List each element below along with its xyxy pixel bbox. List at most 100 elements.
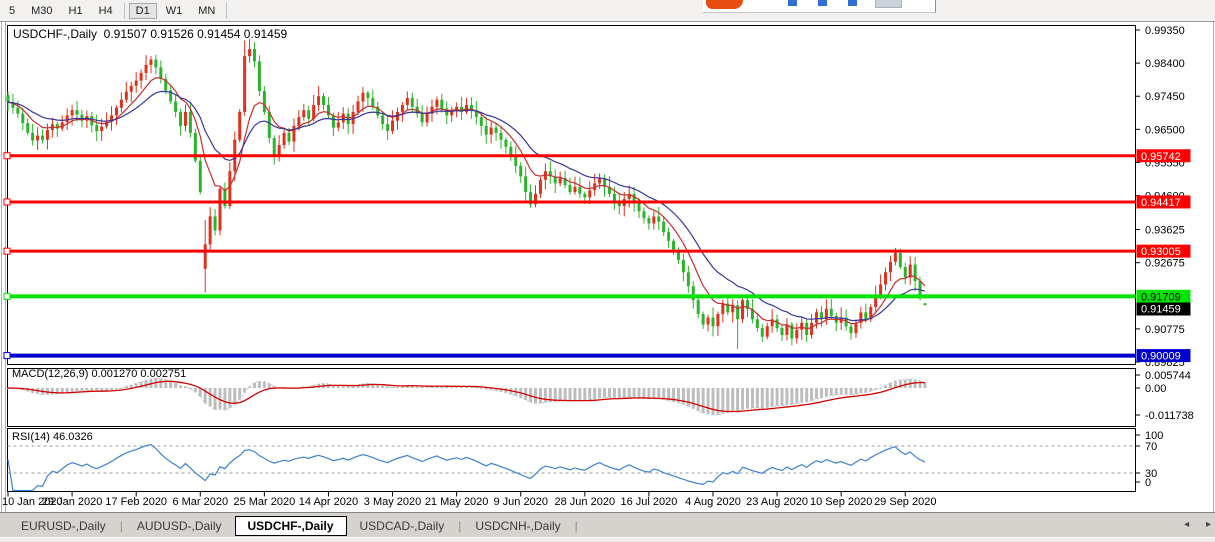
price-axis-tick-label: 0.92675: [1145, 258, 1185, 270]
current-price-label-text: 0.91459: [1141, 304, 1181, 316]
macd-histogram-bar: [672, 388, 676, 402]
macd-histogram-bar: [534, 388, 538, 404]
candlestick: [356, 101, 360, 112]
candlestick: [534, 193, 538, 205]
candlestick: [144, 64, 148, 73]
tab-usdcad[interactable]: USDCAD-,Daily: [359, 519, 445, 533]
candlestick: [208, 216, 212, 245]
macd-panel[interactable]: [7, 368, 1136, 427]
chart-ohlc-values: 0.91507 0.91526 0.91454 0.91459: [103, 27, 288, 41]
candlestick: [538, 179, 542, 194]
candlestick: [460, 106, 464, 112]
candlestick: [183, 111, 187, 126]
macd-histogram-bar: [543, 388, 547, 403]
candlestick: [923, 303, 927, 306]
timeframe-button-m30[interactable]: M30: [31, 4, 53, 17]
macd-histogram-bar: [55, 388, 59, 394]
macd-histogram-bar: [805, 388, 809, 402]
candlestick: [672, 240, 676, 250]
candlestick: [223, 188, 227, 207]
candlestick: [859, 312, 863, 323]
macd-histogram-bar: [105, 388, 109, 391]
candlestick: [440, 99, 444, 109]
macd-histogram-bar: [696, 388, 700, 411]
candlestick: [529, 192, 533, 205]
level-price-label-text: 0.91709: [1141, 291, 1181, 303]
macd-histogram-bar: [257, 381, 261, 388]
symbol-tab-strip: EURUSD-,Daily | AUDUSD-,Daily USDCHF-,Daily…: [0, 512, 1215, 537]
macd-histogram-bar: [652, 388, 656, 399]
level-line-handle[interactable]: [3, 198, 11, 206]
level-line-handle[interactable]: [3, 247, 11, 255]
macd-histogram-bar: [603, 388, 607, 398]
timeframe-button-h4[interactable]: H4: [98, 4, 113, 17]
candlestick: [726, 303, 730, 313]
tab-audusd[interactable]: AUDUSD-,Daily: [136, 519, 222, 533]
macd-histogram-bar: [208, 388, 212, 407]
macd-histogram-bar: [849, 388, 853, 395]
macd-histogram-bar: [460, 386, 464, 388]
macd-histogram-bar: [100, 388, 104, 391]
macd-histogram-bar: [573, 388, 577, 401]
macd-histogram-bar: [499, 388, 503, 392]
candlestick: [716, 314, 720, 327]
level-line-handle[interactable]: [3, 352, 11, 360]
macd-histogram-bar: [765, 388, 769, 408]
macd-histogram-bar: [248, 386, 252, 388]
candlestick: [637, 202, 641, 212]
timeframe-button-h1[interactable]: H1: [68, 4, 83, 17]
candlestick: [282, 132, 286, 146]
candlestick: [16, 107, 20, 114]
macd-histogram-bar: [667, 388, 671, 401]
tab-scroll-right-icon[interactable]: ▸: [1205, 519, 1211, 530]
level-line-handle[interactable]: [3, 152, 11, 160]
background-icon-fragment: [818, 0, 827, 6]
candlestick: [548, 171, 552, 177]
timeframe-button-d1[interactable]: D1: [128, 2, 157, 19]
macd-histogram-bar: [193, 388, 197, 393]
tab-eurusd[interactable]: EURUSD-,Daily: [21, 519, 106, 533]
macd-histogram-bar: [371, 383, 375, 388]
macd-histogram-bar: [381, 385, 385, 388]
macd-histogram-bar: [484, 388, 488, 390]
level-line-handle[interactable]: [3, 292, 11, 300]
macd-histogram-bar: [558, 388, 562, 402]
candlestick: [824, 308, 828, 320]
price-axis-tick-label: 0.98400: [1145, 58, 1185, 70]
macd-histogram-bar: [65, 388, 69, 393]
tab-separator: |: [458, 519, 462, 533]
rsi-panel[interactable]: [7, 428, 1136, 492]
candlestick: [174, 101, 178, 112]
candlestick: [676, 249, 680, 261]
tab-scroll-left-icon[interactable]: ◂: [1184, 519, 1190, 530]
timeframe-button-w1[interactable]: W1: [165, 4, 183, 17]
timeframe-button-m5[interactable]: 5: [9, 4, 16, 17]
candlestick: [450, 110, 454, 116]
macd-histogram-bar: [578, 388, 582, 401]
macd-histogram-bar: [405, 385, 409, 388]
macd-histogram-bar: [903, 379, 907, 388]
candlestick: [60, 122, 64, 129]
macd-histogram-bar: [760, 388, 764, 409]
macd-histogram-bar: [642, 388, 646, 399]
tab-usdcnh[interactable]: USDCNH-,Daily: [475, 519, 561, 533]
candlestick: [322, 96, 326, 105]
rsi-axis-label: 0: [1145, 477, 1151, 489]
macd-histogram-bar: [844, 388, 848, 395]
candlestick: [790, 324, 794, 339]
main-price-panel[interactable]: [7, 25, 1136, 365]
macd-histogram-bar: [859, 388, 863, 394]
macd-histogram-bar: [415, 385, 419, 388]
macd-histogram-bar: [864, 388, 868, 393]
candlestick: [652, 216, 656, 224]
macd-histogram-bar: [144, 380, 148, 388]
candlestick: [198, 160, 202, 193]
macd-histogram-bar: [854, 388, 858, 395]
candlestick: [366, 92, 370, 98]
tab-usdchf[interactable]: USDCHF-,Daily: [234, 516, 347, 536]
timeframe-button-mn[interactable]: MN: [198, 4, 216, 17]
macd-histogram-bar: [85, 388, 89, 391]
candlestick: [913, 264, 917, 281]
macd-histogram-bar: [400, 386, 404, 388]
